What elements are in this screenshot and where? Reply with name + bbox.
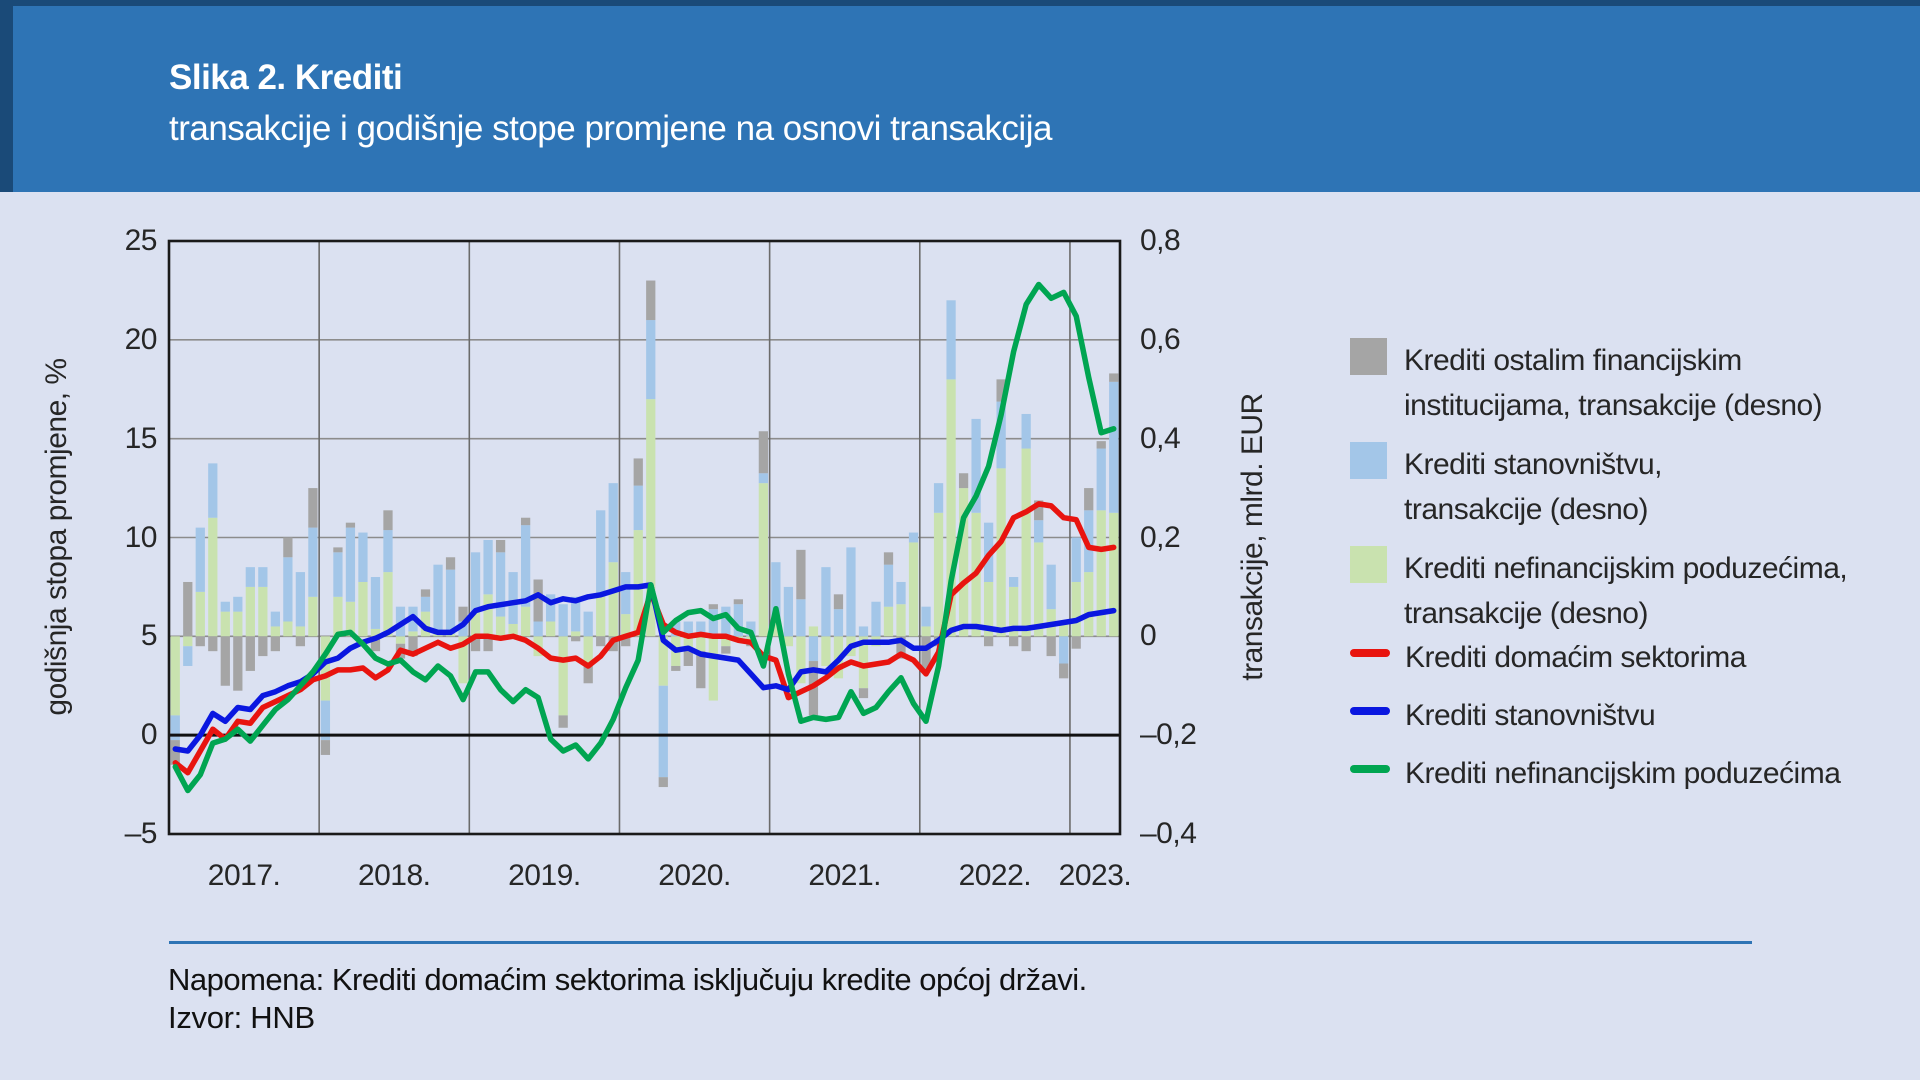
legend-label-line2: institucijama, transakcije (desno) (1404, 389, 1823, 422)
legend-item-other-financial: Krediti ostalim financijskim institucija… (1350, 338, 1823, 428)
legend-item-nonfinancial-bars: Krediti nefinancijskim poduzećima, trans… (1350, 546, 1848, 636)
legend-label: Krediti ostalim financijskim (1404, 344, 1742, 377)
figure-subtitle: transakcije i godišnje stope promjene na… (169, 109, 1052, 148)
figure-title: Slika 2. Krediti (169, 58, 403, 97)
legend-label: Krediti stanovništvu, (1404, 448, 1662, 481)
right-axis-tick: –0,2 (1140, 718, 1197, 752)
figure-header: Slika 2. Krediti transakcije i godišnje … (0, 0, 1920, 192)
red-line-swatch-icon (1350, 649, 1390, 657)
notes-divider (169, 941, 1752, 944)
legend-label: Krediti domaćim sektorima (1405, 641, 1746, 674)
x-axis-year-label: 2018. (357, 859, 431, 892)
left-axis-tick: 20 (124, 322, 158, 356)
legend-item-households-bars: Krediti stanovništvu, transakcije (desno… (1350, 442, 1662, 532)
right-axis-tick: 0 (1140, 619, 1157, 653)
left-axis-tick: 15 (124, 421, 158, 455)
legend-label: Krediti nefinancijskim poduzećima (1405, 757, 1841, 790)
right-axis-tick: 0,8 (1140, 224, 1181, 257)
legend-item-households-line: Krediti stanovništvu (1350, 693, 1656, 738)
right-axis-tick: 0,4 (1140, 421, 1181, 455)
legend-label: Krediti nefinancijskim poduzećima, (1404, 552, 1848, 585)
left-axis-tick: 0 (140, 718, 158, 752)
right-axis-title: transakcije, mlrd. EUR (1236, 393, 1269, 681)
right-axis-tick: –0,4 (1140, 817, 1197, 850)
note-text: Napomena: Krediti domaćim sektorima iskl… (168, 962, 1087, 997)
blue-bar-swatch-icon (1350, 442, 1387, 479)
green-line-swatch-icon (1350, 765, 1390, 773)
left-axis-tick: 25 (124, 224, 158, 257)
x-axis-year-label: 2022. (958, 859, 1032, 892)
right-axis-tick: 0,6 (1140, 322, 1181, 356)
left-axis-tick: 10 (124, 520, 158, 554)
left-axis-tick: 5 (140, 619, 158, 653)
legend-label: Krediti stanovništvu (1405, 699, 1656, 732)
x-axis-year-label: 2017. (207, 859, 281, 892)
legend-item-domestic-sectors-line: Krediti domaćim sektorima (1350, 635, 1746, 680)
legend-label-line2: transakcije (desno) (1404, 493, 1648, 526)
blue-line-swatch-icon (1350, 707, 1390, 715)
green-bar-swatch-icon (1350, 546, 1387, 583)
legend-label-line2: transakcije (desno) (1404, 597, 1648, 630)
left-axis-tick: –5 (124, 817, 158, 850)
right-axis-tick: 0,2 (1140, 520, 1181, 554)
x-axis-year-label: 2021. (808, 859, 881, 892)
gray-bar-swatch-icon (1350, 338, 1387, 375)
left-axis-title: godišnja stopa promjene, % (40, 358, 73, 716)
source-text: Izvor: HNB (168, 1000, 315, 1035)
x-axis-year-label: 2020. (658, 859, 731, 892)
x-axis-year-label: 2019. (508, 859, 581, 892)
x-axis-year-label: 2023. (1058, 859, 1132, 892)
legend-item-nonfinancial-line: Krediti nefinancijskim poduzećima (1350, 751, 1841, 796)
